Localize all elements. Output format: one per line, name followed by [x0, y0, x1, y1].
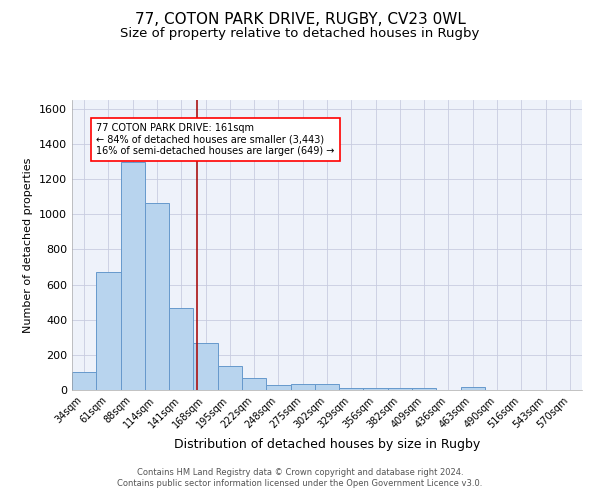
- Bar: [461, 388, 485, 390]
- Bar: [242, 378, 266, 390]
- Bar: [412, 388, 436, 390]
- Bar: [339, 388, 364, 390]
- Text: 77, COTON PARK DRIVE, RUGBY, CV23 0WL: 77, COTON PARK DRIVE, RUGBY, CV23 0WL: [134, 12, 466, 28]
- X-axis label: Distribution of detached houses by size in Rugby: Distribution of detached houses by size …: [174, 438, 480, 451]
- Bar: [290, 384, 315, 390]
- Bar: [96, 272, 121, 390]
- Bar: [315, 384, 339, 390]
- Bar: [193, 344, 218, 390]
- Bar: [72, 372, 96, 390]
- Bar: [266, 384, 290, 390]
- Bar: [145, 203, 169, 390]
- Text: Contains HM Land Registry data © Crown copyright and database right 2024.
Contai: Contains HM Land Registry data © Crown c…: [118, 468, 482, 487]
- Bar: [364, 388, 388, 390]
- Text: Size of property relative to detached houses in Rugby: Size of property relative to detached ho…: [121, 28, 479, 40]
- Text: 77 COTON PARK DRIVE: 161sqm
← 84% of detached houses are smaller (3,443)
16% of : 77 COTON PARK DRIVE: 161sqm ← 84% of det…: [96, 123, 335, 156]
- Y-axis label: Number of detached properties: Number of detached properties: [23, 158, 34, 332]
- Bar: [121, 162, 145, 390]
- Bar: [169, 308, 193, 390]
- Bar: [218, 366, 242, 390]
- Bar: [388, 388, 412, 390]
